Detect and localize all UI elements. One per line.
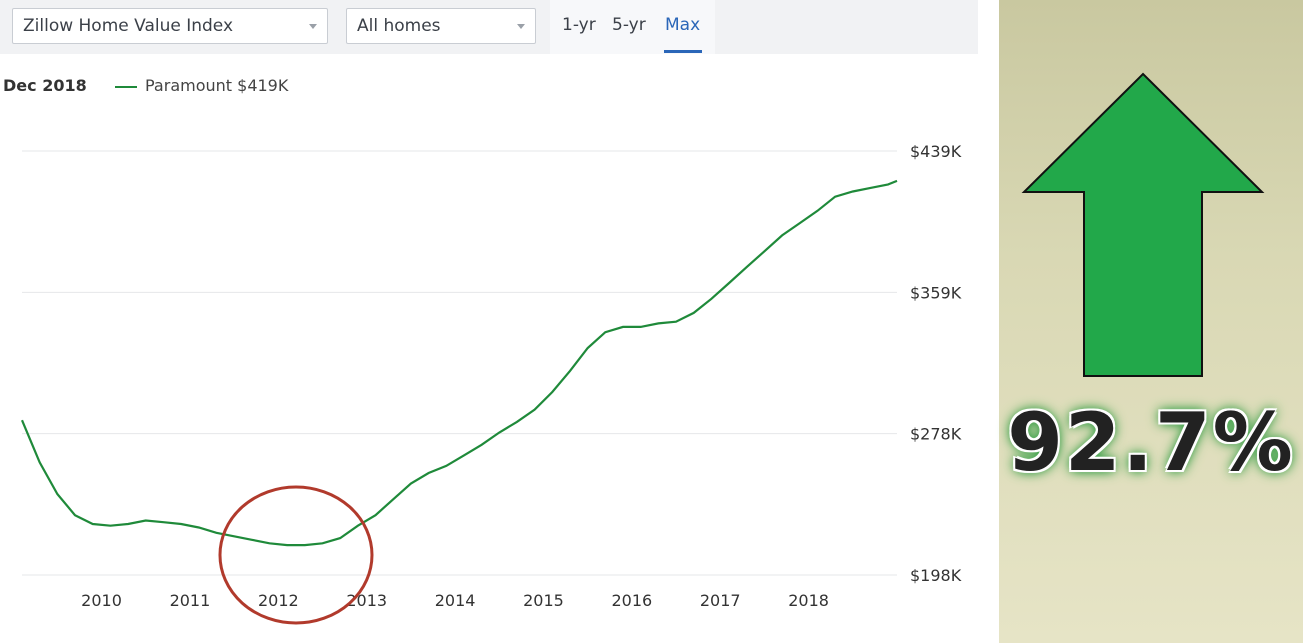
legend-entry: Paramount $419K [145, 76, 289, 95]
x-tick-label: 2014 [435, 591, 476, 610]
range-tabs: 1-yr 5-yr Max [550, 0, 715, 54]
x-tick-label: 2015 [523, 591, 564, 610]
metric-select[interactable]: Zillow Home Value Index [12, 8, 328, 44]
legend-date: Dec 2018 [3, 76, 87, 95]
highlight-circle [218, 485, 374, 625]
home-type-select-value: All homes [357, 16, 441, 36]
chart-controls-bar: Zillow Home Value Index All homes 1-yr 5… [0, 0, 978, 54]
grid-lines [22, 150, 897, 576]
y-tick-label: $359K [910, 283, 962, 302]
annotation-panel [999, 0, 1303, 643]
range-tab-5yr[interactable]: 5-yr [612, 15, 646, 35]
range-tab-max[interactable]: Max [665, 15, 701, 35]
metric-select-value: Zillow Home Value Index [23, 16, 234, 36]
line-chart: $198K$278K$359K$439K 2010 2011 2012 2013 201… [20, 142, 962, 625]
y-axis-ticks: $198K $278K $359K $439K [910, 142, 962, 585]
up-arrow-icon [1021, 72, 1265, 377]
x-tick-label: 2016 [611, 591, 652, 610]
y-tick-label: $278K [910, 425, 962, 444]
series-line-paramount [20, 179, 898, 547]
y-tick-label: $198K [910, 566, 962, 585]
x-tick-label: 2017 [700, 591, 741, 610]
x-tick-label: 2018 [788, 591, 829, 610]
home-type-select[interactable]: All homes [346, 8, 536, 44]
legend-line-swatch [115, 86, 137, 88]
percent-change: 92.7% [1007, 396, 1295, 489]
range-tab-1yr[interactable]: 1-yr [562, 15, 596, 35]
x-tick-label: 2012 [258, 591, 299, 610]
active-range-indicator [664, 50, 702, 53]
y-tick-label: $439K [910, 142, 962, 161]
x-tick-label: 2010 [81, 591, 122, 610]
chevron-down-icon [517, 24, 525, 29]
x-axis-ticks: 2010 2011 2012 2013 2014 2015 2016 2017 2018 [81, 591, 829, 610]
chevron-down-icon [309, 24, 317, 29]
x-tick-label: 2011 [170, 591, 211, 610]
